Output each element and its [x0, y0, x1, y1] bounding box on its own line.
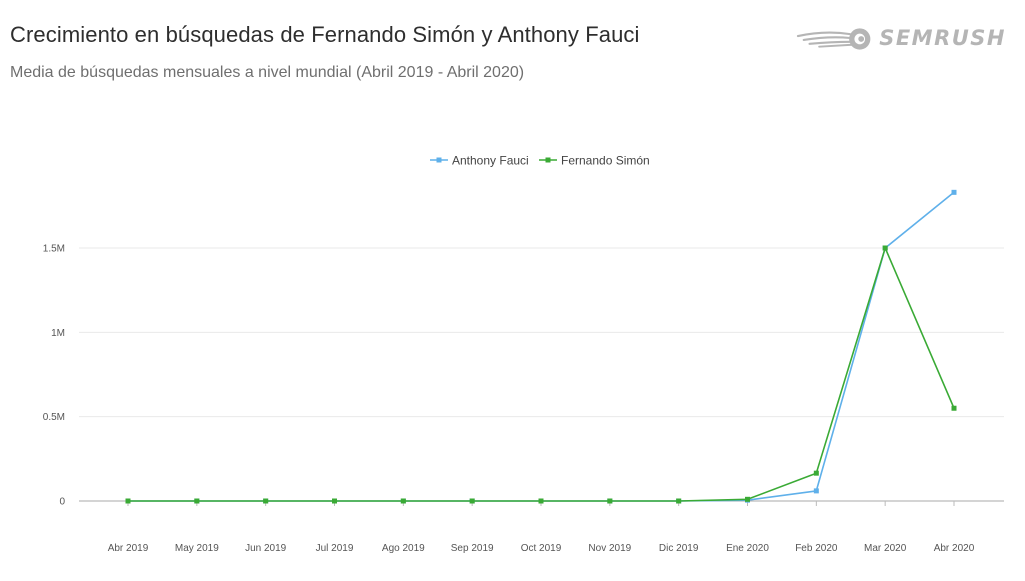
x-tick-label: Nov 2019: [588, 543, 631, 554]
data-point[interactable]: [194, 498, 200, 504]
x-tick-label: Ago 2019: [382, 543, 425, 554]
y-tick-label: 1.5M: [43, 244, 65, 255]
series-lines: [125, 189, 957, 504]
x-tick-label: Mar 2020: [864, 543, 907, 554]
data-point[interactable]: [745, 496, 750, 502]
legend-label: Fernando Simón: [561, 154, 650, 168]
y-axis: 0 0.5M 1M 1.5M: [43, 244, 66, 508]
x-tick-label: Abr 2020: [934, 543, 975, 554]
data-point[interactable]: [332, 498, 337, 504]
series-anthony-fauci: [125, 189, 957, 504]
x-tick-label: Dic 2019: [659, 543, 699, 554]
x-tick-label: Ene 2020: [726, 543, 769, 554]
legend: Anthony Fauci Fernando Simón: [430, 154, 650, 168]
y-tick-label: 0: [59, 497, 65, 508]
y-tick-label: 0.5M: [43, 412, 65, 423]
x-tick-label: Jul 2019: [316, 543, 354, 554]
legend-label: Anthony Fauci: [452, 154, 529, 168]
x-tick-label: Feb 2020: [795, 543, 838, 554]
data-point[interactable]: [813, 470, 819, 476]
legend-item-fernando-sim-n[interactable]: Fernando Simón: [539, 154, 650, 168]
x-tick-label: Jun 2019: [245, 543, 287, 554]
semrush-fireball-icon: [796, 28, 871, 50]
data-point[interactable]: [469, 498, 475, 504]
data-point[interactable]: [263, 498, 269, 504]
chart-subtitle: Media de búsquedas mensuales a nivel mun…: [10, 64, 525, 81]
semrush-logo: SEMRUSH: [796, 24, 1006, 52]
y-tick-label: 1M: [51, 328, 65, 339]
brand-name: SEMRUSH: [879, 26, 1006, 50]
x-tick-label: May 2019: [175, 543, 219, 554]
x-tick-label: Sep 2019: [451, 543, 494, 554]
grid-lines: [79, 247, 1004, 502]
data-point[interactable]: [676, 498, 682, 504]
legend-item-anthony-fauci[interactable]: Anthony Fauci: [430, 154, 529, 168]
data-point[interactable]: [607, 498, 613, 504]
data-point[interactable]: [400, 498, 406, 504]
series-fernando-sim-n: [125, 245, 957, 504]
data-point[interactable]: [125, 498, 131, 504]
data-point[interactable]: [538, 498, 544, 504]
chart-title: Crecimiento en búsquedas de Fernando Sim…: [10, 22, 640, 47]
legend-marker: [436, 157, 442, 163]
x-axis: Abr 2019 May 2019 Jun 2019 Jul 2019 Ago 2019…: [108, 501, 975, 554]
series-line: [128, 191, 955, 502]
series-line: [128, 247, 955, 502]
legend-marker: [545, 157, 551, 163]
x-tick-label: Oct 2019: [521, 543, 562, 554]
x-tick-label: Abr 2019: [108, 543, 149, 554]
data-point[interactable]: [882, 245, 888, 251]
data-point[interactable]: [813, 488, 819, 494]
data-point[interactable]: [951, 405, 957, 411]
data-point[interactable]: [951, 189, 957, 195]
